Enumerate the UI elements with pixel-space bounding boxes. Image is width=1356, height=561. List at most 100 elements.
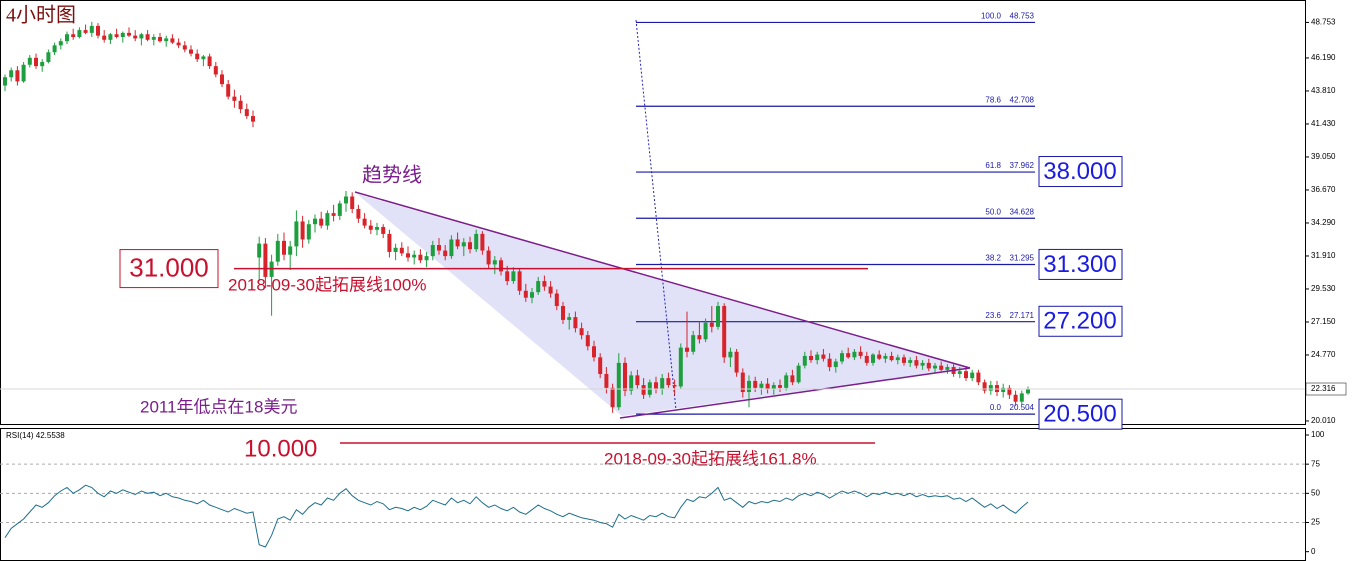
candle-body — [406, 253, 410, 258]
fib-price: 31.295 — [1010, 254, 1035, 263]
candle-body — [753, 380, 758, 388]
candle-body — [114, 34, 119, 38]
low-note: 2011年低点在18美元 — [140, 397, 297, 416]
candle-body — [15, 70, 20, 82]
candle-body — [908, 360, 913, 363]
rsi-panel — [0, 428, 1306, 561]
candle-body — [77, 30, 82, 38]
fib-price: 20.504 — [1010, 403, 1035, 412]
target-label: 38.000 — [1043, 158, 1116, 185]
target-box — [1038, 305, 1123, 337]
candle-body — [133, 35, 138, 39]
candle-body — [83, 30, 88, 33]
candle-body — [778, 385, 782, 388]
candle-body — [1007, 387, 1012, 395]
candle-body — [71, 34, 76, 38]
current-price-box — [1305, 382, 1347, 396]
candle-body — [213, 66, 218, 75]
candle-body — [468, 242, 472, 250]
candle-body — [703, 322, 708, 340]
candle-body — [635, 375, 640, 386]
candle-body — [430, 245, 435, 257]
target-label: 27.200 — [1043, 308, 1116, 335]
candle-body — [604, 373, 609, 388]
candle-body — [455, 239, 460, 247]
rsi-tick-label: 0 — [1311, 547, 1316, 556]
candle-body — [424, 256, 429, 261]
candle-body — [623, 362, 627, 391]
candle-body — [27, 57, 32, 65]
candle-body — [151, 37, 156, 40]
candle-body — [356, 208, 361, 219]
candle-body — [46, 52, 51, 62]
candle-body — [1001, 387, 1006, 392]
candle-body — [926, 362, 931, 369]
candle-body — [412, 254, 417, 258]
candle-body — [52, 45, 57, 53]
candle-body — [728, 351, 733, 358]
candle-body — [437, 245, 441, 251]
candle-body — [325, 213, 330, 226]
candle-body — [734, 351, 739, 373]
candle-body — [982, 382, 987, 391]
candle-body — [871, 354, 875, 363]
candle-body — [275, 240, 280, 262]
y-tick-label: 43.810 — [1311, 86, 1336, 95]
target-box — [1038, 156, 1123, 188]
candle-body — [654, 382, 658, 390]
candle-body — [226, 84, 231, 97]
target-box — [1038, 398, 1123, 430]
candle-body — [809, 355, 813, 361]
candle-body — [722, 306, 727, 358]
fib-price: 37.962 — [1010, 161, 1035, 170]
y-tick-label: 36.670 — [1311, 185, 1336, 194]
candle-body — [821, 354, 826, 359]
candle-body — [864, 355, 869, 363]
fib-price: 48.753 — [1010, 12, 1035, 21]
candle-body — [709, 322, 714, 327]
fib-price: 42.708 — [1010, 95, 1035, 104]
candle-body — [716, 306, 720, 327]
rsi-tick-label: 50 — [1311, 488, 1320, 497]
upper-trendline — [354, 191, 971, 369]
candle-body — [96, 25, 100, 36]
candle-body — [548, 286, 553, 294]
candle-body — [939, 365, 944, 370]
candle-body — [350, 196, 355, 209]
candle-body — [58, 41, 63, 46]
fib-ratio: 61.8 — [985, 161, 1001, 170]
candle-body — [517, 271, 522, 291]
target-label: 20.500 — [1043, 401, 1116, 428]
candle-body — [220, 74, 224, 85]
extension-label: 10.000 — [244, 435, 317, 462]
candle-body — [592, 346, 596, 358]
candle-body — [337, 203, 342, 216]
candle-body — [393, 247, 398, 252]
chart-title: 4小时图 — [6, 4, 76, 27]
candle-body — [536, 281, 541, 293]
candle-body — [257, 243, 262, 258]
candle-body — [579, 328, 584, 336]
fib-ratio: 23.6 — [985, 311, 1001, 320]
candle-body — [771, 385, 776, 390]
candle-body — [573, 317, 578, 329]
candle-body — [65, 34, 69, 42]
candle-body — [139, 34, 144, 39]
candle-body — [145, 34, 150, 40]
candle-body — [790, 375, 795, 383]
extension-label: 31.000 — [129, 252, 209, 282]
candle-body — [319, 218, 324, 226]
rsi-tick-label: 75 — [1311, 459, 1320, 468]
candle-body — [499, 260, 503, 272]
target-label: 31.300 — [1043, 251, 1116, 278]
extension-note: 2018-09-30起拓展线161.8% — [604, 449, 817, 468]
candle-body — [511, 271, 516, 282]
candle-body — [344, 196, 348, 204]
y-tick-label: 41.430 — [1311, 119, 1336, 128]
candle-body — [784, 375, 789, 388]
candle-body — [102, 35, 107, 40]
fib-ratio: 50.0 — [985, 207, 1001, 216]
fib-ratio: 100.0 — [981, 12, 1002, 21]
candle-body — [232, 96, 237, 101]
